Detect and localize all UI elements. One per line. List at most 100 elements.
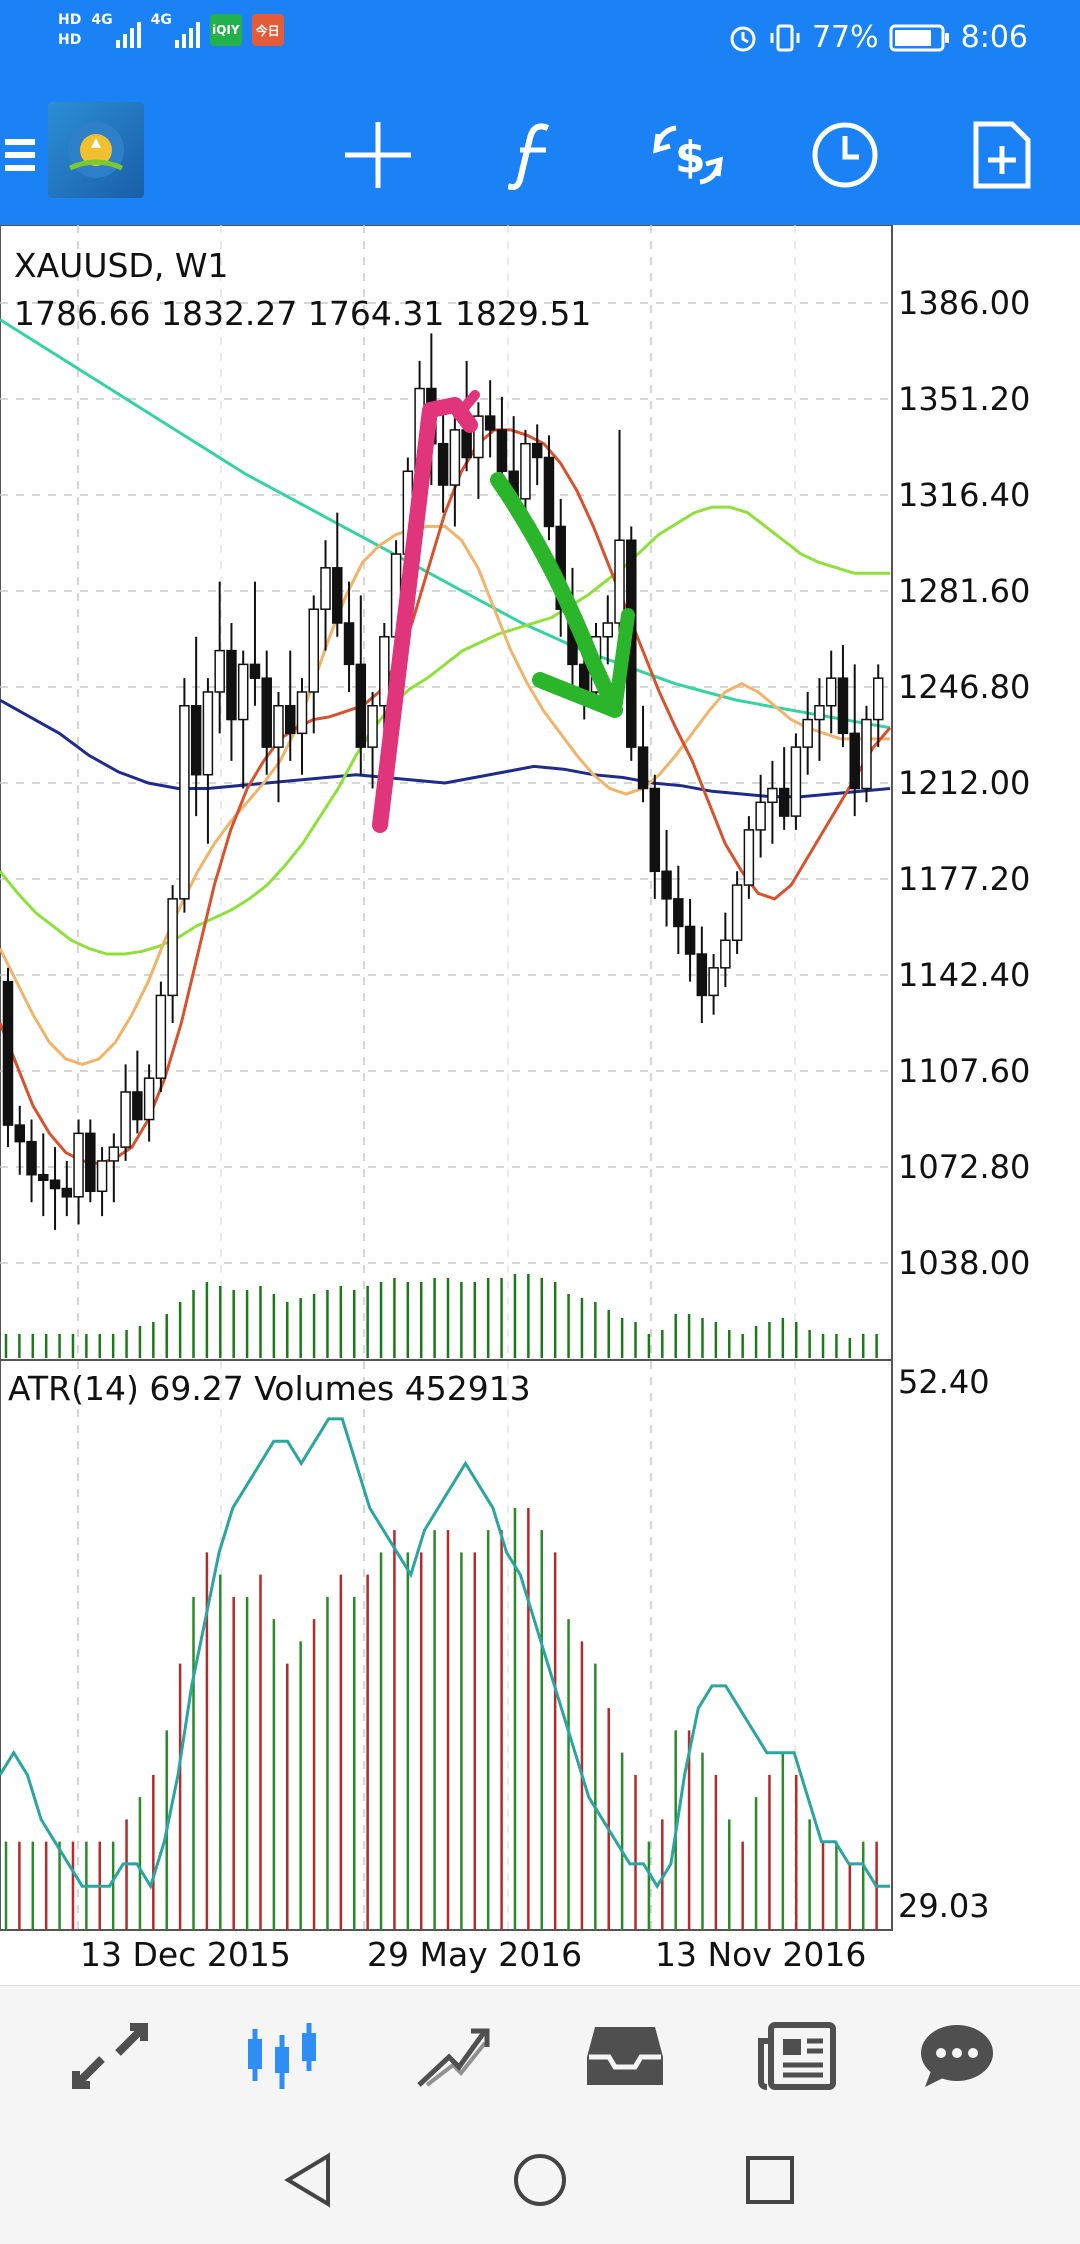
candle-body (696, 953, 708, 997)
candle-body (802, 718, 813, 748)
clock-time: 8:06 (960, 20, 1028, 55)
net2-label: 4G (150, 12, 172, 28)
date-label-3: 13 Nov 2016 (655, 1935, 866, 1974)
candle-body (520, 442, 531, 500)
news-icon[interactable] (752, 2016, 842, 2096)
candle-body (261, 677, 272, 748)
status-right: 77% 8:06 (728, 20, 1028, 55)
history-clock-icon[interactable] (805, 115, 885, 195)
candle-body (872, 677, 884, 721)
price-tick-label: 1316.40 (898, 476, 1030, 514)
price-tick-label: 1246.80 (898, 668, 1030, 706)
green-arrow-tip (608, 608, 635, 717)
candle-body (543, 456, 555, 528)
candle-body (155, 994, 167, 1079)
candle-body (778, 787, 790, 817)
alarm-icon (730, 26, 756, 51)
quotes-icon[interactable] (65, 2016, 155, 2096)
annotations (372, 390, 635, 833)
candle-body (861, 718, 872, 790)
candle-body (179, 705, 190, 900)
signal2-icon: 4G (151, 12, 200, 48)
net1-label: 4G (91, 12, 113, 28)
candle-body (637, 746, 649, 790)
candle-body (849, 732, 860, 790)
candle-body (320, 567, 331, 610)
candle-body (731, 884, 743, 941)
candle-body (473, 415, 484, 459)
green-down-arrow (490, 472, 623, 718)
sub-axis-max: 52.40 (898, 1363, 990, 1401)
candle-body (673, 898, 684, 928)
back-icon[interactable] (265, 2140, 355, 2220)
candle-body (355, 663, 367, 748)
app-logo[interactable] (48, 102, 144, 198)
menu-icon[interactable] (0, 115, 40, 195)
date-label-1: 13 Dec 2015 (80, 1935, 291, 1974)
candle-body (449, 429, 461, 486)
sim-indicators: HD HD (58, 12, 81, 48)
candle-body (343, 622, 355, 666)
ma-orange-line (0, 524, 890, 1066)
price-axis: 1386.00 1351.20 1316.40 1281.60 1246.80 1212.… (898, 284, 1030, 1282)
candle-body (237, 663, 249, 721)
chat-icon[interactable] (912, 2016, 1002, 2096)
price-tick-label: 1142.40 (898, 956, 1030, 994)
price-tick-label: 1107.60 (898, 1052, 1030, 1090)
price-tick-label: 1212.00 (898, 764, 1030, 802)
candle-body (38, 1173, 49, 1181)
signal1-icon: 4G (91, 12, 141, 48)
candle-body (814, 705, 825, 721)
candle-body (296, 691, 308, 735)
atr-line (0, 1417, 890, 1890)
ma-navy-line (0, 698, 891, 799)
home-icon[interactable] (495, 2140, 585, 2220)
trade-nav-icon[interactable] (408, 2016, 498, 2096)
candle-body (661, 870, 672, 900)
ma-lightgreen-line (0, 505, 890, 956)
candle-body (755, 801, 766, 831)
volume-histogram (4, 1507, 878, 1930)
status-bar: HD HD 4G 4G iQIY 今日 77% 8:06 (0, 0, 1080, 80)
chart-area[interactable]: XAUUSD, W1 1786.66 1832.27 1764.31 1829.… (0, 225, 1080, 1985)
candle-body (531, 442, 543, 459)
vibrate-icon (770, 24, 800, 51)
crosshair-icon[interactable] (338, 115, 418, 195)
candle-body (132, 1091, 143, 1121)
candle-body (684, 925, 696, 955)
candle-body (379, 636, 390, 707)
candle-body (743, 829, 755, 886)
chart-icon[interactable] (237, 2016, 327, 2096)
indicator-title: ATR(14) 69.27 Volumes 452913 (8, 1369, 531, 1408)
candle-body (825, 677, 837, 707)
candle-body (49, 1179, 61, 1190)
price-tick-label: 1177.20 (898, 860, 1030, 898)
price-tick-label: 1386.00 (898, 284, 1030, 322)
candle-body (720, 939, 731, 969)
price-tick-label: 1072.80 (898, 1148, 1030, 1186)
candle-body (190, 705, 202, 776)
sub-axis-min: 29.03 (898, 1887, 990, 1925)
candle-body (96, 1160, 108, 1193)
function-icon[interactable] (493, 115, 573, 195)
battery-percent: 77% (811, 20, 879, 55)
iqiyi-notification-icon: iQIY (209, 14, 242, 46)
candle-body (202, 691, 214, 776)
candle-body (708, 967, 719, 997)
new-order-icon[interactable] (962, 115, 1042, 195)
status-left: HD HD 4G 4G iQIY 今日 (58, 12, 284, 48)
trade-icon[interactable]: $ (648, 115, 728, 195)
date-label-2: 29 May 2016 (367, 1935, 582, 1974)
symbol-title: XAUUSD, W1 (14, 246, 228, 285)
history-icon[interactable] (580, 2016, 670, 2096)
svg-text:$: $ (675, 132, 706, 183)
candle-body (837, 677, 849, 735)
candle-body (284, 705, 296, 735)
candle-body (249, 663, 261, 679)
battery-icon (889, 24, 949, 51)
candles (2, 333, 884, 1230)
price-chart[interactable]: XAUUSD, W1 1786.66 1832.27 1764.31 1829.… (0, 225, 1080, 1985)
candle-body (214, 649, 225, 693)
recents-icon[interactable] (725, 2140, 815, 2220)
candle-body (367, 705, 378, 748)
